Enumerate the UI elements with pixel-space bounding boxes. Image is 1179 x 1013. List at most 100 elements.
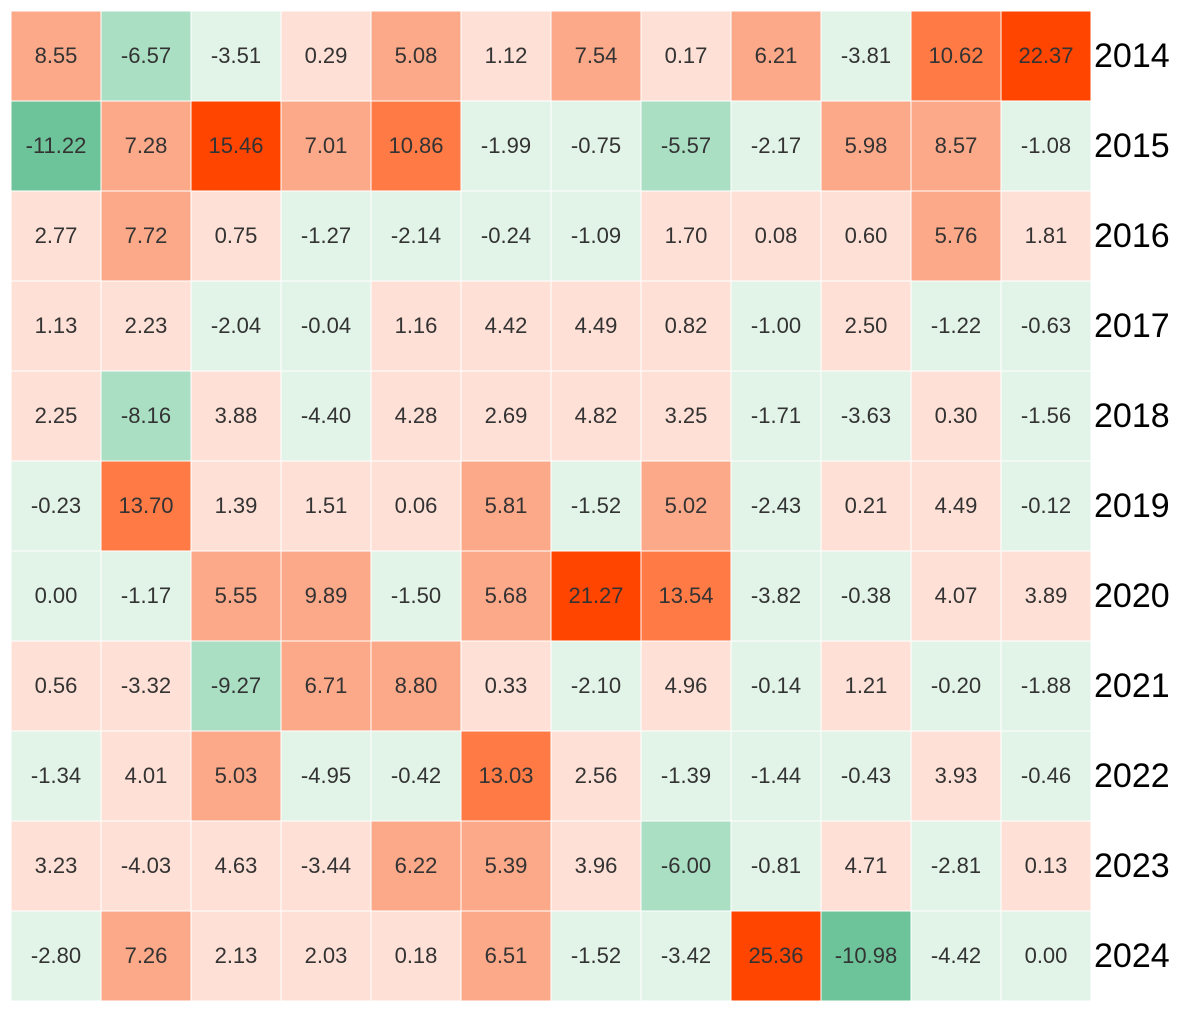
- heatmap-cell: [370, 640, 462, 732]
- row-label: 2015: [1094, 127, 1170, 165]
- cell-label: -2.10: [571, 673, 621, 698]
- cell-label: 3.93: [935, 763, 978, 788]
- heatmap-cell: [640, 820, 732, 912]
- heatmap-cell: [640, 640, 732, 732]
- cell-label: 2.50: [845, 313, 888, 338]
- heatmap-cell: [460, 100, 552, 192]
- heatmap-cell: [1000, 10, 1092, 102]
- heatmap-cell: [910, 550, 1002, 642]
- cell-label: -2.81: [931, 853, 981, 878]
- heatmap-cell: [910, 820, 1002, 912]
- cell-label: 4.28: [395, 403, 438, 428]
- cell-label: 4.49: [935, 493, 978, 518]
- cell-label: -0.24: [481, 223, 531, 248]
- cell-label: 4.71: [845, 853, 888, 878]
- heatmap-cell: [100, 730, 192, 822]
- heatmap-cell: [1000, 640, 1092, 732]
- cell-label: 5.81: [485, 493, 528, 518]
- cell-label: -10.98: [835, 943, 897, 968]
- cell-label: 1.16: [395, 313, 438, 338]
- cell-label: -3.63: [841, 403, 891, 428]
- cell-label: 6.21: [755, 43, 798, 68]
- cell-label: -4.95: [301, 763, 351, 788]
- cell-label: 5.39: [485, 853, 528, 878]
- heatmap-cell: [280, 730, 372, 822]
- cell-label: -1.71: [751, 403, 801, 428]
- heatmap-cell: [1000, 730, 1092, 822]
- cell-label: 3.88: [215, 403, 258, 428]
- cell-label: 1.39: [215, 493, 258, 518]
- cell-label: 1.81: [1025, 223, 1068, 248]
- heatmap-cell: [820, 10, 912, 102]
- heatmap-cell: [820, 280, 912, 372]
- cell-label: 0.00: [35, 583, 78, 608]
- heatmap-cell: [910, 190, 1002, 282]
- cell-label: -5.57: [661, 133, 711, 158]
- heatmap-cell: [190, 730, 282, 822]
- heatmap-cell: [10, 10, 102, 102]
- cell-label: 0.08: [755, 223, 798, 248]
- heatmap-cell: [640, 460, 732, 552]
- cell-label: 7.26: [125, 943, 168, 968]
- cell-label: 5.08: [395, 43, 438, 68]
- heatmap-cell: [100, 100, 192, 192]
- cell-label: -0.20: [931, 673, 981, 698]
- cell-label: 4.01: [125, 763, 168, 788]
- row-label: 2019: [1094, 487, 1170, 525]
- cell-label: 3.25: [665, 403, 708, 428]
- heatmap-cell: [280, 280, 372, 372]
- heatmap-cell: [820, 730, 912, 822]
- cell-label: -8.16: [121, 403, 171, 428]
- heatmap-cell: [10, 730, 102, 822]
- cell-label: -3.44: [301, 853, 351, 878]
- heatmap-cell: [640, 100, 732, 192]
- cell-label: -2.17: [751, 133, 801, 158]
- cell-label: 0.29: [305, 43, 348, 68]
- heatmap-cell: [10, 190, 102, 282]
- cell-label: -1.08: [1021, 133, 1071, 158]
- row-label: 2020: [1094, 577, 1170, 615]
- cell-label: -3.42: [661, 943, 711, 968]
- cell-label: 0.21: [845, 493, 888, 518]
- heatmap-cell: [280, 820, 372, 912]
- cell-label: 2.25: [35, 403, 78, 428]
- cell-label: 0.75: [215, 223, 258, 248]
- cell-label: 13.03: [478, 763, 533, 788]
- heatmap-cell: [820, 820, 912, 912]
- cell-label: -3.81: [841, 43, 891, 68]
- heatmap-cell: [100, 910, 192, 1002]
- cell-label: -1.27: [301, 223, 351, 248]
- cell-label: -4.40: [301, 403, 351, 428]
- cell-label: -1.52: [571, 493, 621, 518]
- heatmap-cell: [190, 10, 282, 102]
- row-label: 2016: [1094, 217, 1170, 255]
- cell-label: 0.33: [485, 673, 528, 698]
- heatmap-cell: [280, 100, 372, 192]
- cell-label: 7.28: [125, 133, 168, 158]
- heatmap-cell: [550, 640, 642, 732]
- heatmap-cell: [10, 370, 102, 462]
- cell-label: -0.46: [1021, 763, 1071, 788]
- heatmap-cell: [100, 640, 192, 732]
- cell-label: -0.42: [391, 763, 441, 788]
- heatmap-cell: [550, 190, 642, 282]
- heatmap-cell: [730, 550, 822, 642]
- heatmap-cell: [730, 100, 822, 192]
- heatmap-cell: [730, 910, 822, 1002]
- cell-label: -4.42: [931, 943, 981, 968]
- cell-label: 22.37: [1018, 43, 1073, 68]
- heatmap-cell: [640, 730, 732, 822]
- cell-label: 4.07: [935, 583, 978, 608]
- cell-label: -3.32: [121, 673, 171, 698]
- cell-label: 2.23: [125, 313, 168, 338]
- heatmap-cell: [460, 910, 552, 1002]
- heatmap-cell: [370, 10, 462, 102]
- cell-label: -1.88: [1021, 673, 1071, 698]
- cell-label: -6.57: [121, 43, 171, 68]
- cell-label: 1.51: [305, 493, 348, 518]
- cell-label: -9.27: [211, 673, 261, 698]
- cell-label: 4.63: [215, 853, 258, 878]
- heatmap-cell: [820, 460, 912, 552]
- cell-label: 7.01: [305, 133, 348, 158]
